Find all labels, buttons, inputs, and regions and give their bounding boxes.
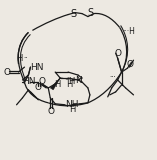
Text: H: H <box>68 77 74 87</box>
Text: ··: ·· <box>24 55 28 61</box>
Text: ···: ··· <box>109 74 116 80</box>
Text: H: H <box>66 80 72 89</box>
Text: HN: HN <box>30 63 44 72</box>
Text: O: O <box>126 60 133 69</box>
Text: H: H <box>16 54 22 63</box>
Text: NH: NH <box>65 100 79 109</box>
Text: O: O <box>48 107 55 116</box>
Text: S: S <box>70 9 76 19</box>
Text: H: H <box>69 105 75 114</box>
Polygon shape <box>50 78 60 90</box>
Text: N: N <box>75 76 81 84</box>
Text: O: O <box>3 68 10 77</box>
Text: ···H: ···H <box>123 27 135 36</box>
Text: O: O <box>39 77 46 87</box>
Text: HN: HN <box>22 77 36 87</box>
Text: H: H <box>54 80 60 89</box>
Text: O: O <box>35 83 42 92</box>
Text: S: S <box>88 8 94 18</box>
Text: O: O <box>114 49 121 58</box>
